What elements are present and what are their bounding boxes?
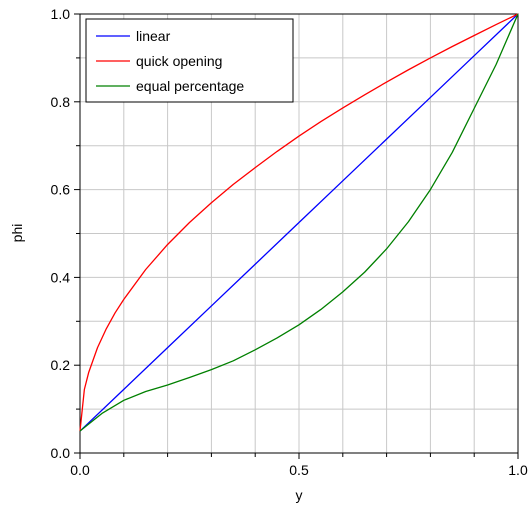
y-tick-label: 0.0 (51, 445, 71, 461)
series-layer (79, 13, 519, 432)
legend-label-linear: linear (136, 28, 171, 44)
series-line-equal-percentage (79, 13, 519, 432)
y-tick-label: 0.6 (51, 182, 71, 198)
y-axis-label: phi (9, 224, 25, 243)
x-tick-label: 0.0 (70, 462, 90, 478)
x-tick-label: 0.5 (289, 462, 309, 478)
legend-label-quick-opening: quick opening (136, 53, 222, 69)
series-line-linear (79, 13, 519, 432)
y-tick-labels: 0.0 0.2 0.4 0.6 0.8 1.0 (51, 6, 71, 461)
y-tick-label: 0.4 (51, 269, 71, 285)
x-axis-label: y (296, 487, 303, 503)
axis-ticks (74, 13, 519, 459)
series-line-quick-opening (79, 13, 519, 432)
legend-label-equal-percentage: equal percentage (136, 78, 244, 94)
y-tick-label: 1.0 (51, 6, 71, 22)
y-tick-label: 0.8 (51, 94, 71, 110)
x-tick-label: 1.0 (508, 462, 528, 478)
x-tick-labels: 0.0 0.5 1.0 (70, 462, 528, 478)
legend: linear quick opening equal percentage (85, 18, 294, 103)
y-tick-label: 0.2 (51, 357, 71, 373)
